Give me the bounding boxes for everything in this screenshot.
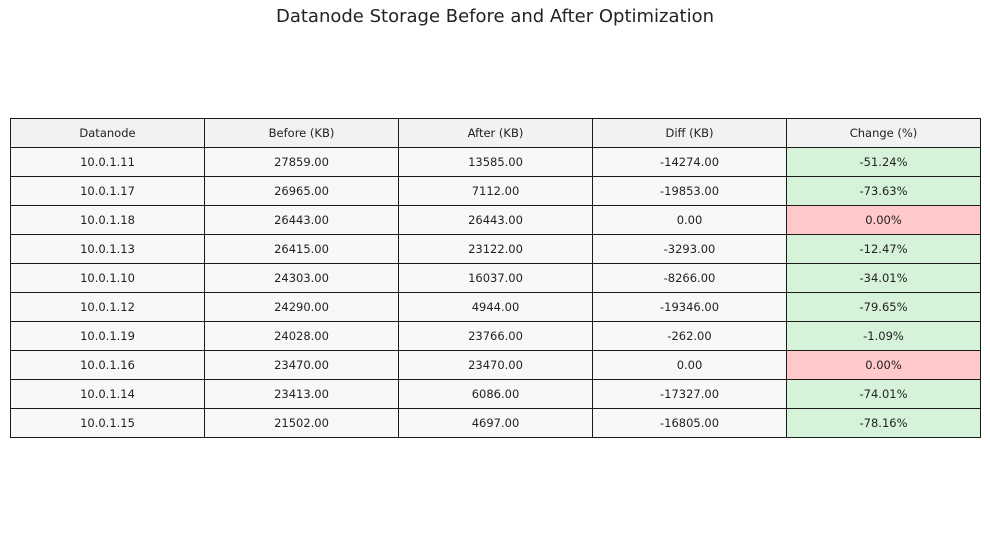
table-row: 10.0.1.11 27859.00 13585.00 -14274.00 -51.24… bbox=[10, 147, 981, 177]
before-cell: 26965.00 bbox=[204, 176, 399, 206]
diff-cell: -19853.00 bbox=[592, 176, 787, 206]
change-cell: -78.16% bbox=[786, 408, 981, 438]
datanode-cell: 10.0.1.13 bbox=[10, 234, 205, 264]
table-row: 10.0.1.16 23470.00 23470.00 0.00 0.00% bbox=[10, 350, 981, 380]
change-cell: -51.24% bbox=[786, 147, 981, 177]
column-header: Diff (KB) bbox=[592, 118, 787, 148]
column-header: Datanode bbox=[10, 118, 205, 148]
table-row: 10.0.1.14 23413.00 6086.00 -17327.00 -74.01% bbox=[10, 379, 981, 409]
table-row: 10.0.1.13 26415.00 23122.00 -3293.00 -12.47% bbox=[10, 234, 981, 264]
before-cell: 26415.00 bbox=[204, 234, 399, 264]
change-cell: -12.47% bbox=[786, 234, 981, 264]
diff-cell: -8266.00 bbox=[592, 263, 787, 293]
before-cell: 26443.00 bbox=[204, 205, 399, 235]
after-cell: 23766.00 bbox=[398, 321, 593, 351]
before-cell: 27859.00 bbox=[204, 147, 399, 177]
after-cell: 4697.00 bbox=[398, 408, 593, 438]
change-cell: 0.00% bbox=[786, 205, 981, 235]
column-header: Change (%) bbox=[786, 118, 981, 148]
datanode-cell: 10.0.1.16 bbox=[10, 350, 205, 380]
table-header-row: Datanode Before (KB) After (KB) Diff (KB) Ch… bbox=[10, 118, 981, 148]
table-body: 10.0.1.11 27859.00 13585.00 -14274.00 -51.24… bbox=[10, 147, 981, 438]
diff-cell: -16805.00 bbox=[592, 408, 787, 438]
diff-cell: -3293.00 bbox=[592, 234, 787, 264]
after-cell: 16037.00 bbox=[398, 263, 593, 293]
before-cell: 21502.00 bbox=[204, 408, 399, 438]
change-cell: -74.01% bbox=[786, 379, 981, 409]
table-row: 10.0.1.17 26965.00 7112.00 -19853.00 -73.63% bbox=[10, 176, 981, 206]
after-cell: 13585.00 bbox=[398, 147, 593, 177]
after-cell: 4944.00 bbox=[398, 292, 593, 322]
diff-cell: -262.00 bbox=[592, 321, 787, 351]
before-cell: 23413.00 bbox=[204, 379, 399, 409]
change-cell: -79.65% bbox=[786, 292, 981, 322]
table-row: 10.0.1.15 21502.00 4697.00 -16805.00 -78.16% bbox=[10, 408, 981, 438]
column-header: After (KB) bbox=[398, 118, 593, 148]
change-cell: -34.01% bbox=[786, 263, 981, 293]
datanode-cell: 10.0.1.15 bbox=[10, 408, 205, 438]
chart-title: Datanode Storage Before and After Optimi… bbox=[275, 6, 715, 27]
table-row: 10.0.1.19 24028.00 23766.00 -262.00 -1.09% bbox=[10, 321, 981, 351]
before-cell: 23470.00 bbox=[204, 350, 399, 380]
datanode-cell: 10.0.1.10 bbox=[10, 263, 205, 293]
table-row: 10.0.1.10 24303.00 16037.00 -8266.00 -34.01% bbox=[10, 263, 981, 293]
diff-cell: -17327.00 bbox=[592, 379, 787, 409]
after-cell: 7112.00 bbox=[398, 176, 593, 206]
after-cell: 6086.00 bbox=[398, 379, 593, 409]
after-cell: 26443.00 bbox=[398, 205, 593, 235]
diff-cell: -14274.00 bbox=[592, 147, 787, 177]
table-row: 10.0.1.12 24290.00 4944.00 -19346.00 -79.65% bbox=[10, 292, 981, 322]
storage-table: Datanode Before (KB) After (KB) Diff (KB) Ch… bbox=[10, 118, 981, 438]
change-cell: 0.00% bbox=[786, 350, 981, 380]
table-row: 10.0.1.18 26443.00 26443.00 0.00 0.00% bbox=[10, 205, 981, 235]
datanode-cell: 10.0.1.14 bbox=[10, 379, 205, 409]
after-cell: 23470.00 bbox=[398, 350, 593, 380]
before-cell: 24303.00 bbox=[204, 263, 399, 293]
datanode-cell: 10.0.1.12 bbox=[10, 292, 205, 322]
after-cell: 23122.00 bbox=[398, 234, 593, 264]
before-cell: 24028.00 bbox=[204, 321, 399, 351]
change-cell: -1.09% bbox=[786, 321, 981, 351]
diff-cell: -19346.00 bbox=[592, 292, 787, 322]
before-cell: 24290.00 bbox=[204, 292, 399, 322]
diff-cell: 0.00 bbox=[592, 205, 787, 235]
datanode-cell: 10.0.1.11 bbox=[10, 147, 205, 177]
change-cell: -73.63% bbox=[786, 176, 981, 206]
datanode-cell: 10.0.1.17 bbox=[10, 176, 205, 206]
diff-cell: 0.00 bbox=[592, 350, 787, 380]
datanode-cell: 10.0.1.18 bbox=[10, 205, 205, 235]
datanode-cell: 10.0.1.19 bbox=[10, 321, 205, 351]
column-header: Before (KB) bbox=[204, 118, 399, 148]
